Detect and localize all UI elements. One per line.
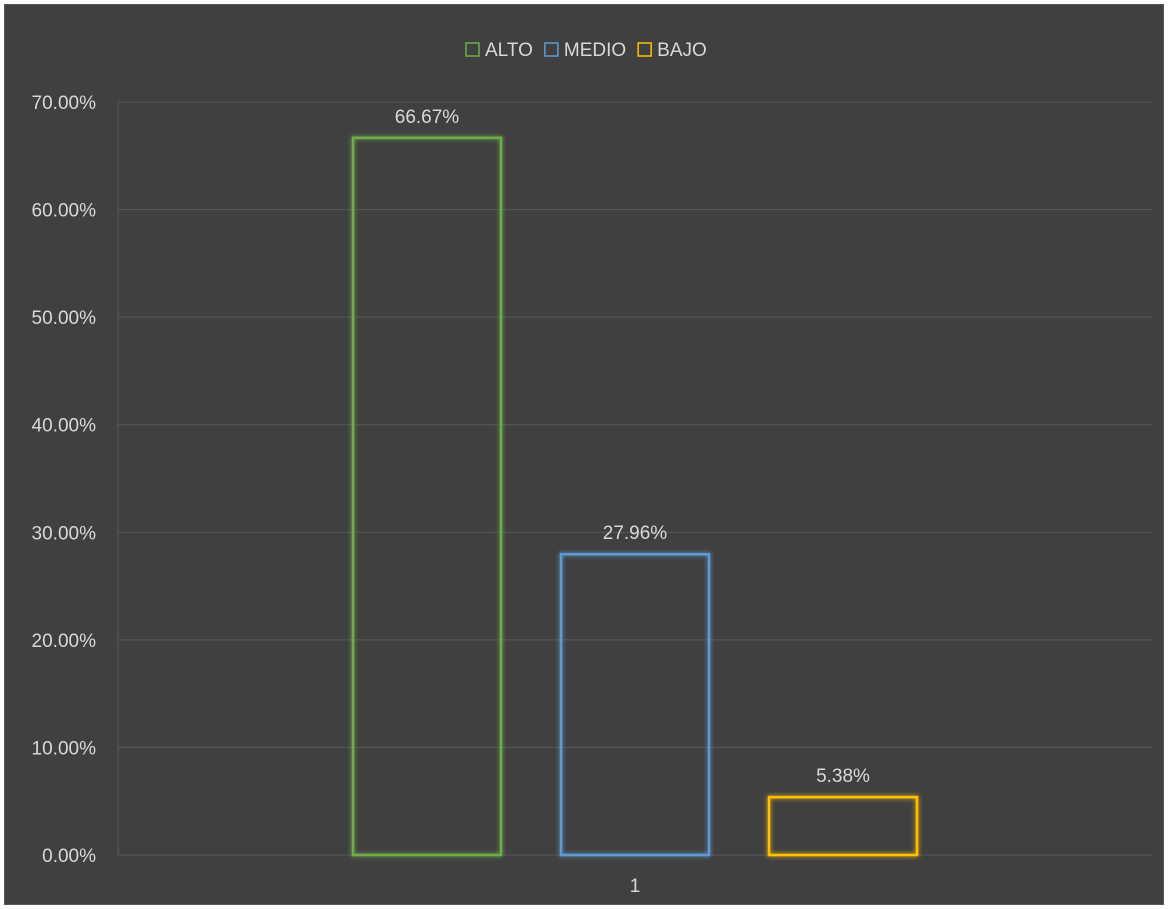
legend-swatch-alto: [465, 42, 480, 57]
bar-alto: [351, 136, 503, 857]
y-tick-label: 0.00%: [42, 846, 96, 867]
bar-bajo: [767, 795, 919, 857]
legend-label-alto: ALTO: [485, 40, 533, 61]
y-tick-label: 50.00%: [32, 308, 97, 329]
data-labels: 66.67% 27.96% 5.38%: [395, 107, 870, 787]
y-axis: 0.00% 10.00% 20.00% 30.00% 40.00% 50.00% 60.00…: [32, 93, 97, 867]
legend-swatch-bajo: [637, 42, 652, 57]
legend-label-bajo: BAJO: [657, 40, 707, 61]
legend-label-medio: MEDIO: [564, 40, 626, 61]
legend: ALTO MEDIO BAJO: [465, 40, 707, 61]
data-label: 66.67%: [395, 107, 460, 128]
y-tick-label: 20.00%: [32, 631, 97, 652]
data-label: 27.96%: [603, 523, 668, 544]
y-tick-label: 70.00%: [32, 93, 97, 114]
y-tick-label: 30.00%: [32, 523, 97, 544]
bars: [351, 136, 919, 857]
legend-swatch-medio: [544, 42, 559, 57]
gridlines: [117, 101, 1152, 856]
y-tick-label: 60.00%: [32, 201, 97, 222]
data-label: 5.38%: [816, 766, 870, 787]
y-tick-label: 10.00%: [32, 738, 97, 759]
x-tick-label: 1: [630, 876, 641, 897]
bar-medio: [559, 552, 711, 857]
x-axis: 1: [630, 876, 641, 897]
chart-area: [4, 4, 1164, 905]
y-tick-label: 40.00%: [32, 416, 97, 437]
